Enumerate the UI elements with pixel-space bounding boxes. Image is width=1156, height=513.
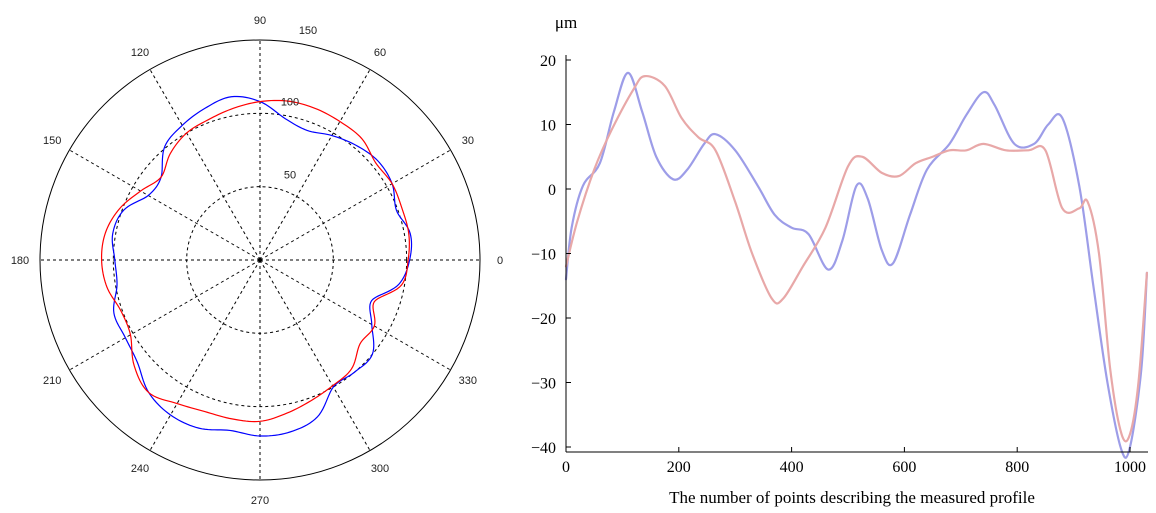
radial-tick-label: 100 [281,96,299,108]
polar-spoke [149,69,261,261]
polar-labels: 50 100 0 30 60 90 120 150 180 210 240 270 300 330 150 [11,15,503,507]
polar-spoke [69,259,261,371]
radial-max-label: 150 [299,25,317,37]
y-tick-label: 0 [548,182,556,199]
angle-tick-label: 180 [11,255,29,267]
polar-spoke [259,259,451,371]
angle-tick-label: 150 [43,135,61,147]
polar-spoke [149,259,261,451]
x-tick-label: 600 [892,459,916,476]
polar-series-blue [111,95,413,437]
x-tick-label: 1000 [1114,459,1146,476]
polar-spoke [259,149,451,261]
y-tick-label: −10 [531,247,556,264]
polar-grid [40,40,480,480]
angle-tick-label: 30 [462,135,474,147]
radial-tick-label: 50 [284,170,296,182]
polar-series-red [100,99,410,423]
angle-tick-label: 120 [131,47,149,59]
y-tick-label: −20 [531,311,556,328]
x-tick-label: 200 [667,459,691,476]
polar-spoke [69,149,261,261]
x-tick-label: 0 [562,459,570,476]
line-series-group [564,71,1149,459]
x-tick-label: 400 [780,459,804,476]
angle-tick-label: 300 [371,463,389,475]
angle-tick-label: 210 [43,375,61,387]
polar-outer-ring [39,39,481,481]
x-axis-label: The number of points describing the meas… [669,488,1035,507]
y-tick-label: −30 [531,376,556,393]
line-series-blue [564,71,1149,459]
polar-chart: 50 100 0 30 60 90 120 150 180 210 240 270 300 330 150 [11,15,503,507]
y-tick-label: −40 [531,440,556,457]
angle-tick-label: 90 [254,15,266,27]
x-tick-label: 800 [1005,459,1029,476]
angle-tick-label: 60 [374,47,386,59]
angle-tick-label: 240 [131,463,149,475]
polar-series-group [100,95,413,437]
angle-tick-label: 330 [459,375,477,387]
angle-tick-label: 270 [251,495,269,507]
y-axis-label: μm [555,13,577,32]
y-tick-label: 10 [540,118,556,135]
polar-spoke [259,69,371,261]
angle-tick-label: 0 [497,255,503,267]
line-ticks: 0 200 400 600 800 1000 20 10 0 −10 −20 −30 −40 [531,53,1146,476]
polar-spoke [259,259,371,451]
line-series-red [564,75,1149,443]
y-tick-label: 20 [540,53,556,70]
line-chart: 0 200 400 600 800 1000 20 10 0 −10 −20 −30 −40 μm Th… [531,13,1149,507]
